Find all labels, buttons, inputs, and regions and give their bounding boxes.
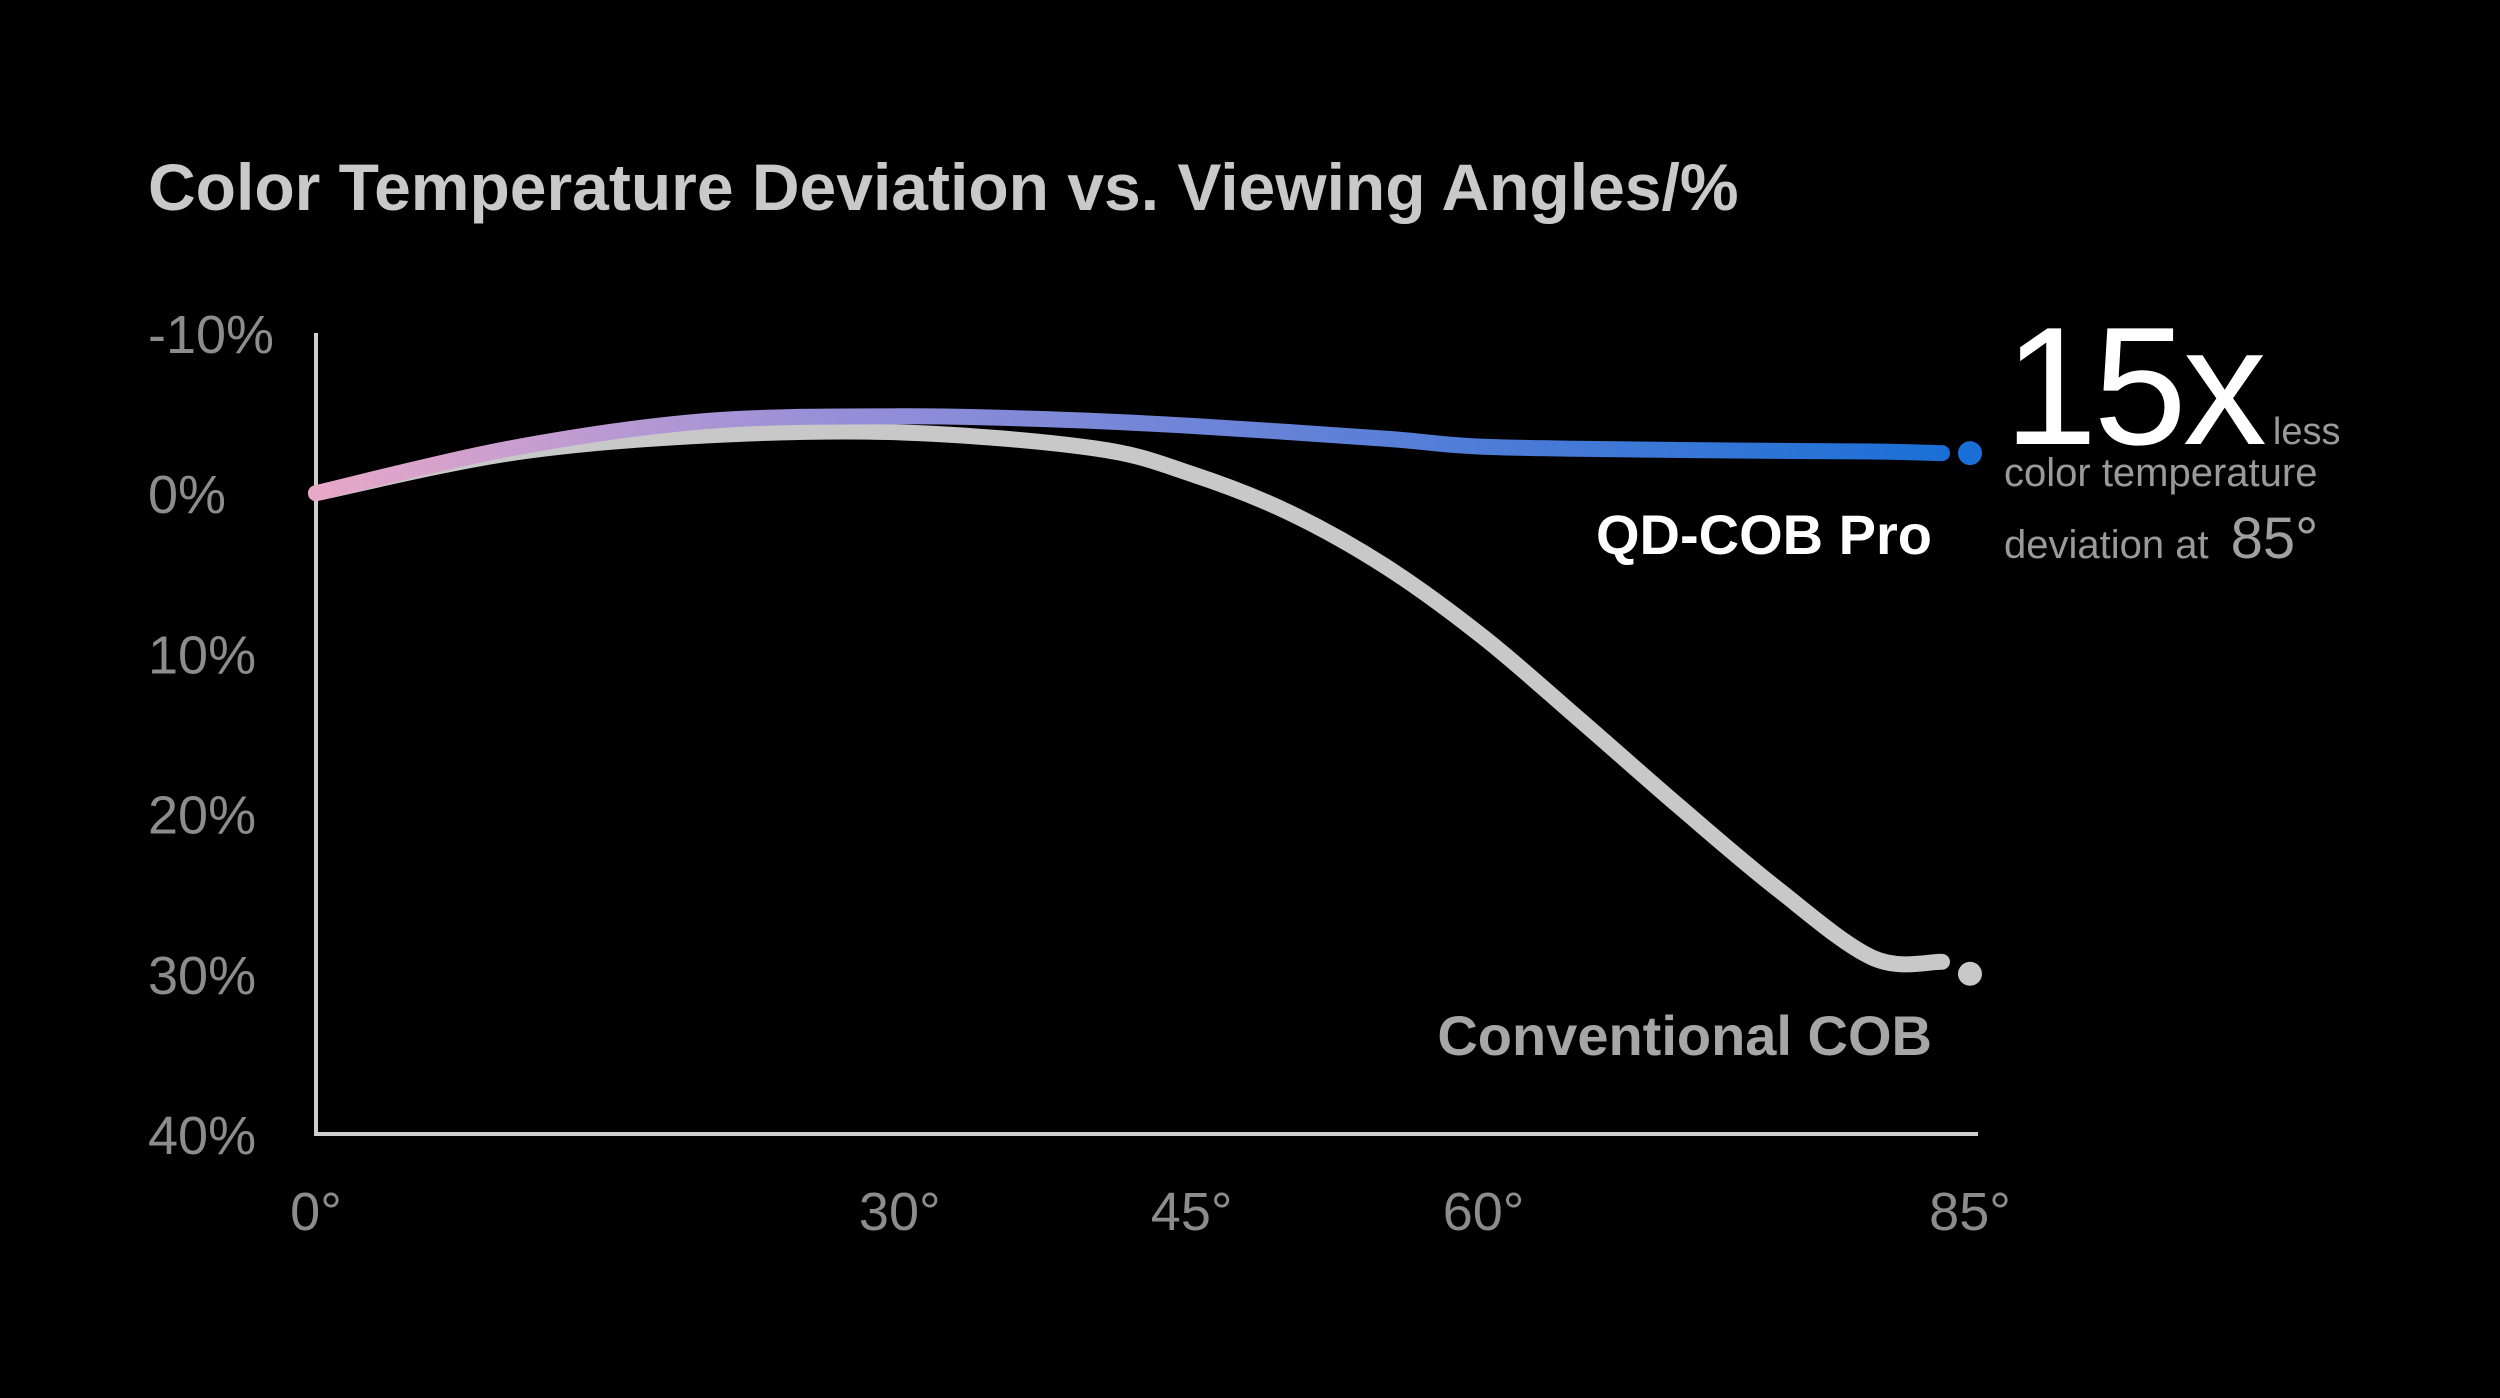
x-axis-tick-labels: 0° 30° 45° 60° 85° bbox=[290, 1182, 2011, 1242]
series-label-qd-cob-pro: QD-COB Pro bbox=[1596, 503, 1932, 566]
x-tick-label: 85° bbox=[1929, 1182, 2011, 1242]
x-tick-label: 0° bbox=[290, 1182, 342, 1242]
series-label-conventional-cob: Conventional COB bbox=[1437, 1004, 1932, 1067]
y-tick-label: 30% bbox=[148, 946, 256, 1006]
x-tick-label: 60° bbox=[1443, 1182, 1525, 1242]
series-endpoint-qd-cob-pro bbox=[1958, 441, 1982, 466]
x-tick-label: 45° bbox=[1151, 1182, 1233, 1242]
y-tick-label: -10% bbox=[148, 305, 274, 365]
y-tick-label: 20% bbox=[148, 786, 256, 846]
callout-line-2: deviation at bbox=[2004, 523, 2209, 567]
callout-less: less bbox=[2272, 411, 2341, 453]
y-axis-tick-labels: -10% 0% 10% 20% 30% 40% bbox=[148, 305, 274, 1166]
y-tick-label: 0% bbox=[148, 465, 226, 525]
callout-annotation: 15x less color temperature deviation at 8… bbox=[2004, 290, 2340, 578]
series-line-qd-cob-pro bbox=[308, 408, 1950, 502]
callout-multiplier: 15x bbox=[2004, 292, 2267, 480]
callout-angle: 85° bbox=[2230, 506, 2319, 571]
series-line-conventional-cob bbox=[308, 423, 1950, 973]
series-layer bbox=[308, 408, 1982, 986]
x-tick-label: 30° bbox=[859, 1182, 941, 1242]
series-endpoint-conventional-cob bbox=[1958, 961, 1982, 986]
callout-line-1: color temperature bbox=[2004, 451, 2318, 495]
chart-title: Color Temperature Deviation vs. Viewing … bbox=[148, 150, 1739, 224]
y-tick-label: 40% bbox=[148, 1106, 256, 1166]
y-tick-label: 10% bbox=[148, 625, 256, 685]
